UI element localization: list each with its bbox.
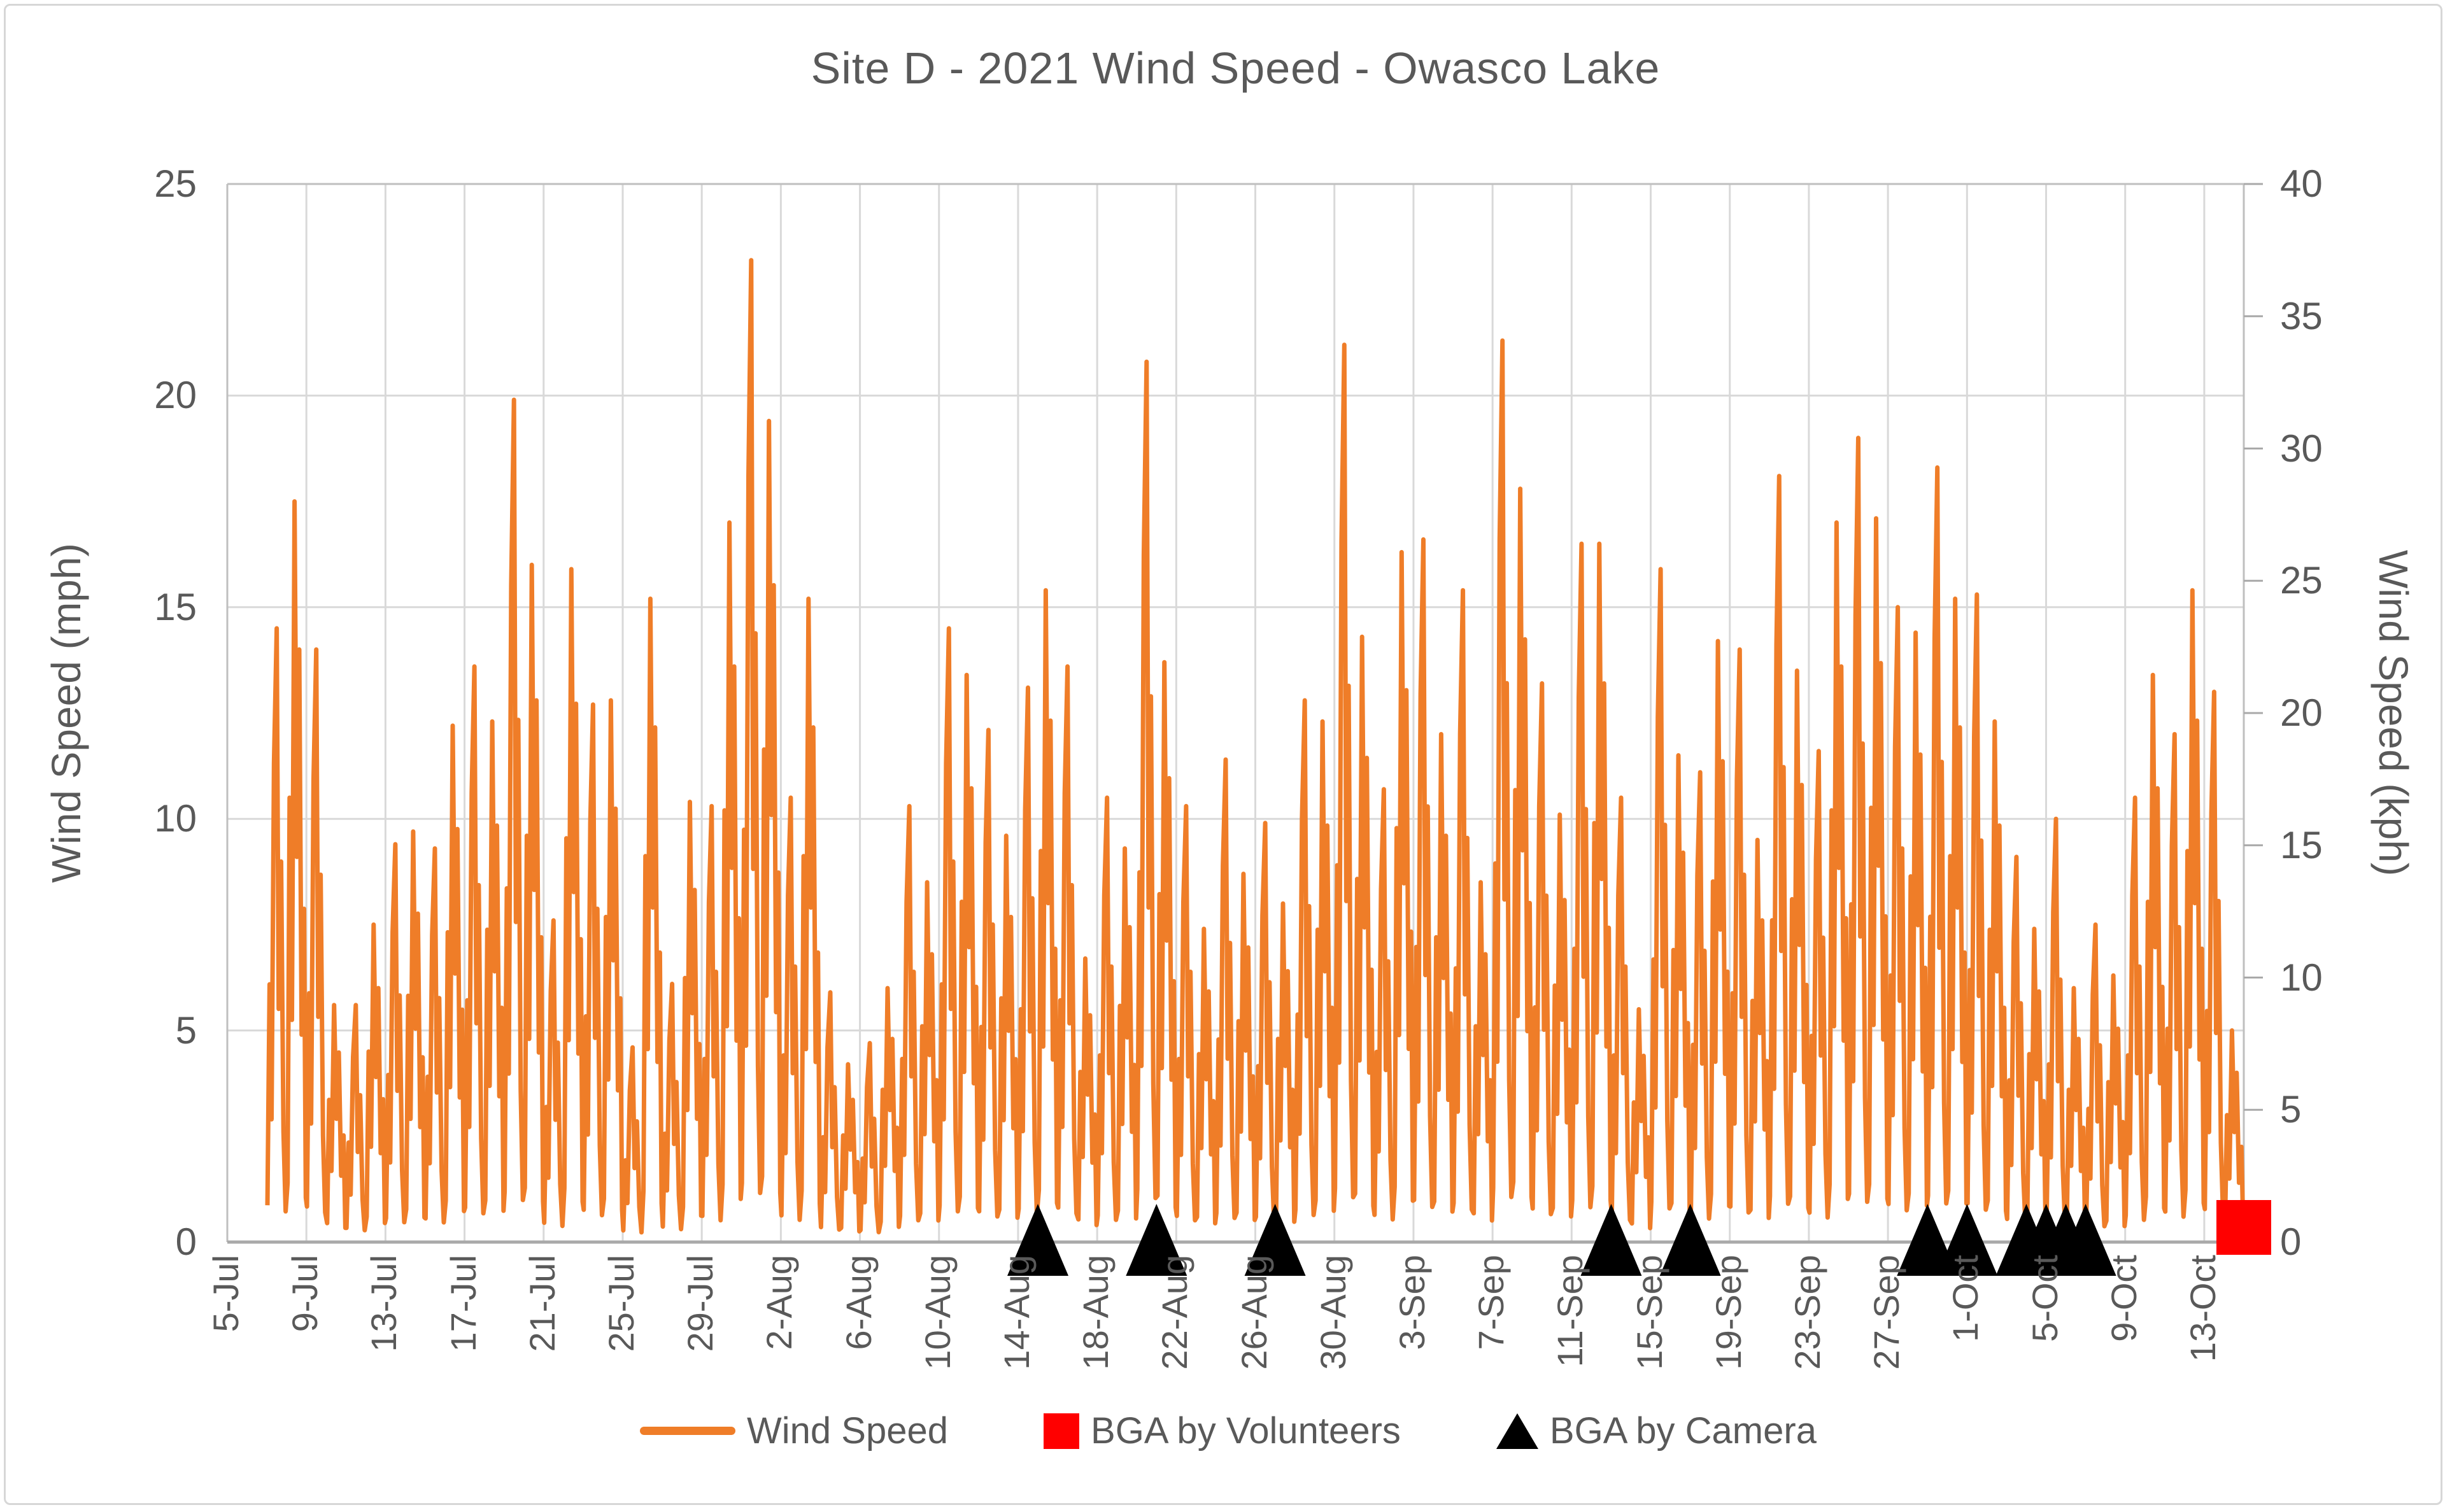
x-axis-tick-label: 15-Sep [1629, 1255, 1669, 1370]
bga-camera-marker [1244, 1204, 1306, 1276]
x-axis-tick-label: 7-Sep [1471, 1255, 1512, 1350]
x-axis-tick-label: 5-Oct [2024, 1255, 2065, 1342]
bga-camera-marker [1126, 1204, 1187, 1276]
x-axis-tick-label: 29-Jul [680, 1255, 721, 1352]
right-axis-tick-label: 10 [2280, 956, 2323, 999]
x-axis-tick-label: 21-Jul [521, 1255, 562, 1352]
bga-camera-marker [1897, 1204, 1959, 1276]
chart-frame: Site D - 2021 Wind Speed - Owasco Lake W… [4, 4, 2442, 1505]
left-axis-tick-label: 0 [175, 1220, 197, 1263]
bga-camera-marker [1580, 1204, 1642, 1276]
x-axis-tick-label: 19-Sep [1708, 1255, 1748, 1370]
legend-item-bga-volunteers: BGA by Volunteers [1044, 1410, 1401, 1452]
legend-label-bga-camera: BGA by Camera [1549, 1410, 1817, 1452]
x-axis-tick-label: 3-Sep [1391, 1255, 1432, 1350]
x-axis-tick-label: 17-Jul [443, 1255, 483, 1352]
bga-camera-marker [2055, 1204, 2116, 1276]
wind-speed-line-icon [640, 1427, 736, 1435]
x-axis-tick-label: 13-Jul [364, 1255, 404, 1352]
bga-volunteers-marker [2216, 1200, 2271, 1255]
x-axis-tick-label: 1-Oct [1945, 1255, 1986, 1342]
x-axis-tick-label: 25-Jul [600, 1255, 641, 1352]
bga-camera-marker [1659, 1204, 1721, 1276]
right-axis-tick-label: 35 [2280, 294, 2323, 337]
right-axis-tick-label: 20 [2280, 691, 2323, 734]
plot-area [226, 183, 2271, 1276]
legend: Wind Speed BGA by Volunteers BGA by Came… [6, 1410, 2445, 1452]
x-axis-tick-label: 9-Oct [2103, 1255, 2144, 1342]
left-axis-tick-label: 10 [154, 797, 197, 840]
x-axis-tick-label: 5-Jul [206, 1255, 246, 1332]
legend-item-wind-speed: Wind Speed [640, 1410, 948, 1452]
right-axis-tick-label: 0 [2280, 1220, 2302, 1263]
legend-label-bga-volunteers: BGA by Volunteers [1091, 1410, 1401, 1452]
x-axis-tick-label: 14-Aug [996, 1255, 1037, 1370]
left-axis-tick-label: 15 [154, 585, 197, 628]
left-axis-tick-label: 5 [175, 1008, 197, 1052]
x-axis-tick-label: 6-Aug [838, 1255, 879, 1350]
x-axis-tick-label: 30-Aug [1312, 1255, 1353, 1370]
left-axis-tick-label: 20 [154, 374, 197, 417]
x-axis-tick-label: 23-Sep [1787, 1255, 1827, 1370]
wind-speed-series [265, 258, 2246, 1235]
bga-camera-marker [1007, 1204, 1069, 1276]
bga-camera-marker [1936, 1204, 1998, 1276]
red-square-icon [1044, 1413, 1080, 1449]
x-axis-tick-label: 22-Aug [1154, 1255, 1195, 1370]
black-triangle-icon [1496, 1413, 1538, 1449]
legend-item-bga-camera: BGA by Camera [1496, 1410, 1817, 1452]
x-axis-tick-label: 11-Sep [1550, 1255, 1591, 1367]
right-axis-tick-label: 25 [2280, 559, 2323, 602]
left-axis-tick-label: 25 [154, 162, 197, 205]
x-axis-tick-label: 26-Aug [1233, 1255, 1274, 1370]
x-axis-tick-label: 13-Oct [2182, 1255, 2223, 1362]
right-axis-tick-label: 5 [2280, 1088, 2302, 1131]
right-axis-tick-label: 15 [2280, 823, 2323, 866]
chart-title: Site D - 2021 Wind Speed - Owasco Lake [811, 43, 1661, 93]
legend-label-wind-speed: Wind Speed [747, 1410, 949, 1452]
x-axis-tick-label: 9-Jul [285, 1255, 325, 1332]
x-axis-tick-label: 18-Aug [1075, 1255, 1116, 1370]
x-axis-tick-label: 10-Aug [917, 1255, 958, 1370]
right-axis-tick-label: 30 [2280, 427, 2323, 470]
x-axis-tick-label: 2-Aug [759, 1255, 800, 1350]
right-axis-tick-label: 40 [2280, 162, 2323, 205]
x-axis-tick-label: 27-Sep [1866, 1255, 1907, 1370]
